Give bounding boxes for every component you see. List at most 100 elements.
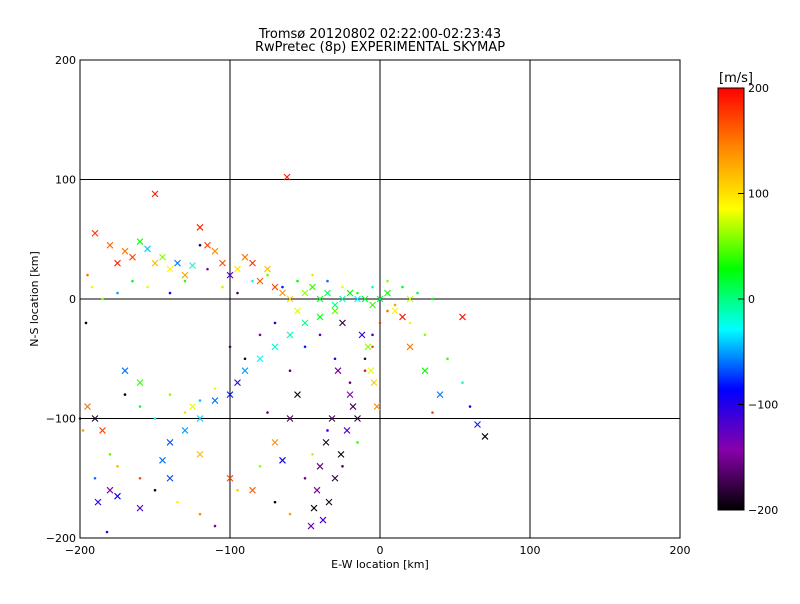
data-point-cross [91,229,99,237]
data-point-cross [354,295,361,303]
data-point-dot [401,285,404,289]
data-point-cross [136,504,144,512]
colorbar-label: [m/s] [719,71,753,86]
data-point-cross [174,259,181,267]
data-point-dot [101,297,104,301]
data-point-dot [258,465,262,468]
data-point-cross [94,498,102,506]
data-point-cross [286,331,294,339]
y-tick-label: −100 [46,413,76,426]
data-point-cross [367,367,375,375]
data-point-cross [294,391,301,398]
x-tick-label: −200 [65,544,95,557]
data-point-cross [376,295,384,303]
data-point-cross [256,355,264,363]
data-point-dot [408,321,412,325]
data-point-cross [316,462,324,470]
colorbar-tick-label: 100 [748,188,769,201]
data-point-cross [331,307,339,315]
data-point-dot [153,488,157,492]
data-point-dot [105,530,109,534]
data-point-cross [166,439,174,446]
data-point-cross [337,450,345,458]
data-point-cross [241,253,249,261]
y-tick-label: −200 [46,532,76,545]
data-point-dot [386,309,389,313]
data-point-cross [159,253,166,261]
data-point-dot [90,285,94,289]
data-point-cross [373,403,381,410]
data-point-dot [326,429,329,432]
data-point-dot [311,453,314,456]
data-point-cross [328,415,336,422]
data-point-cross [391,307,399,315]
data-point-dot [371,285,374,289]
data-point-cross [316,313,324,321]
data-point-dot [198,399,202,402]
colorbar-tick-label: 0 [748,293,755,306]
data-point-cross [436,391,444,398]
data-point-cross [349,403,357,410]
data-point-dot [446,357,449,361]
y-tick-label: 200 [55,54,76,67]
data-point-cross [271,343,279,351]
data-point-dot [236,291,239,295]
data-point-cross [322,439,330,446]
data-point-dot [84,321,88,325]
data-point-dot [138,476,142,480]
data-point-dot [386,279,389,283]
data-point-dot [348,381,352,384]
data-point-dot [206,267,209,271]
data-point-dot [461,381,464,384]
data-point-cross [313,486,321,494]
data-point-dot [303,345,307,349]
data-point-cross [189,262,196,269]
data-point-cross [286,415,294,422]
data-point-cross [286,295,294,303]
data-point-cross [226,271,234,279]
data-point-dot [243,357,247,361]
data-point-cross [114,259,121,267]
data-point-dot [266,273,269,277]
data-point-dot [303,476,307,480]
data-point-cross [264,265,271,273]
y-tick-label: 100 [55,174,76,187]
data-point-dot [198,243,202,247]
data-point-cross [364,343,372,351]
data-point-cross [279,456,286,464]
data-point-dot [81,429,85,432]
data-point-cross [151,190,159,198]
data-point-dot [273,321,277,325]
data-point-cross [346,391,354,398]
data-point-cross [106,241,114,249]
data-point-cross [181,271,189,279]
data-point-cross [331,474,339,482]
data-point-dot [393,303,397,307]
data-point-cross [406,343,414,351]
data-point-dot [116,465,119,468]
data-point-dot [363,357,367,361]
data-point-cross [196,223,204,231]
data-point-cross [91,415,99,422]
data-point-cross [189,403,196,410]
data-point-cross [181,427,189,434]
data-point-dot [108,453,112,456]
data-point-cross [283,173,291,181]
data-point-cross [421,367,429,375]
data-point-dot [153,417,157,420]
data-point-cross [226,391,234,398]
x-tick-label: −100 [215,544,245,557]
data-point-dot [288,369,292,373]
data-point-dot [266,411,269,414]
data-point-dot [236,488,239,492]
data-point-cross [346,289,354,297]
data-point-cross [99,427,106,434]
colorbar-tick-label: −100 [748,399,778,412]
data-point-dot [86,273,89,277]
data-point-dot [356,291,359,295]
data-point-cross [234,379,241,387]
data-point-dot [123,393,127,396]
data-point-cross [384,289,391,297]
